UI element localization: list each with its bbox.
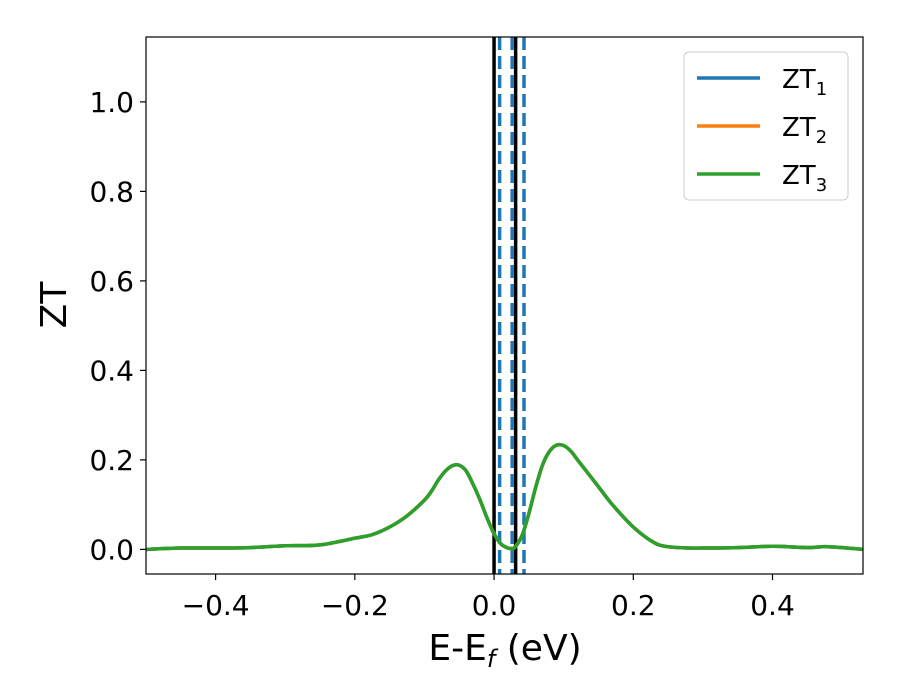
x-tick-label: 0.2 [611,589,656,622]
legend-label-zt-2: ZT2 [782,113,827,148]
y-tick-label: 0.4 [89,354,134,387]
plot-area [145,36,864,575]
legend: ZT1 ZT2 ZT3 [683,51,849,201]
y-tick-label: 0.6 [89,265,134,298]
legend-label-zt-3: ZT3 [782,161,827,196]
y-tick-label: 0.8 [89,175,134,208]
series-lines [146,442,863,552]
x-axis: −0.4 −0.2 0.0 0.2 0.4 [182,574,795,622]
legend-label-zt-1: ZT1 [782,65,827,100]
reference-lines [492,37,526,574]
y-tick-label: 0.0 [89,533,134,566]
y-axis-title: ZT [34,281,75,329]
legend-box [683,51,849,201]
x-tick-label: −0.2 [321,589,389,622]
x-tick-label: 0.0 [472,589,517,622]
x-axis-title: E-Ef (eV) [428,628,581,673]
y-tick-label: 0.2 [89,444,134,477]
x-tick-label: −0.4 [182,589,250,622]
y-axis: 0.0 0.2 0.4 0.6 0.8 1.0 [89,86,146,566]
y-tick-label: 1.0 [89,86,134,119]
series-line-zt-3 [146,442,863,552]
plot-frame [145,36,864,575]
x-tick-label: 0.4 [750,589,795,622]
